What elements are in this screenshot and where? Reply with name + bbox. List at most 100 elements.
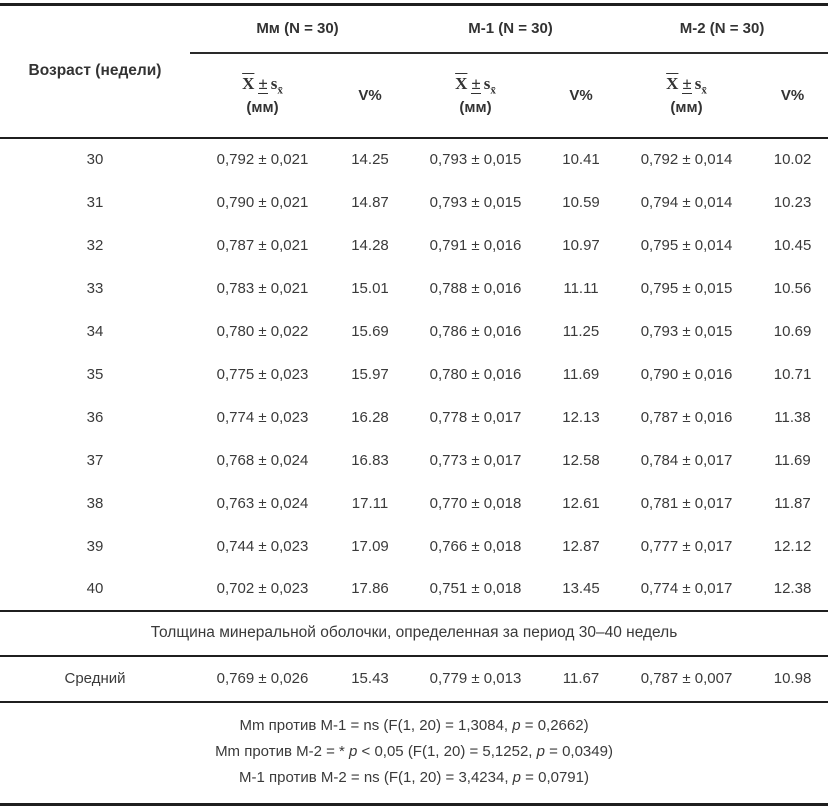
vpercent-cell-mm: 14.25 [351, 151, 389, 168]
value-cell-m2: 0,795 ± 0,015 [640, 279, 733, 297]
value-cell-m2: 0,793 ± 0,015 [640, 322, 733, 340]
value-cell-m1: 0,770 ± 0,018 [429, 494, 522, 512]
mean-row: Средний 0,769 ± 0,026 15.43 0,779 ± 0,01… [0, 655, 828, 703]
age-column-header: Возраст (недели) [0, 4, 190, 139]
sd-symbol: s [483, 73, 491, 93]
value-cell-m1: 0,786 ± 0,016 [429, 322, 522, 340]
vpercent-cell-m1: 10.59 [562, 193, 600, 211]
table-row: 31 0,790 ± 0,021 14.87 0,793 ± 0,015 10.59 0,… [0, 181, 828, 224]
sd-symbol: s [270, 73, 278, 93]
value-cell-m2: 0,774 ± 0,017 [640, 580, 733, 597]
value-cell-mm: 0,774 ± 0,023 [216, 408, 309, 426]
mean-label: Средний [0, 655, 190, 703]
section-title-row: Толщина минеральной оболочки, определенн… [0, 609, 828, 657]
table-row: 40 0,702 ± 0,023 17.86 0,751 ± 0,018 13.45 0,… [0, 568, 828, 611]
value-cell-mm: 0,702 ± 0,023 [216, 580, 309, 597]
vpercent-cell-m2: 10.02 [773, 151, 812, 168]
value-cell-m1: 0,778 ± 0,017 [429, 408, 522, 426]
mean-value-m1: 0,779 ± 0,013 [405, 655, 546, 703]
value-cell-m2: 0,784 ± 0,017 [640, 451, 733, 469]
sd-subscript: x̄ [701, 84, 707, 97]
vpercent-cell-mm: 14.28 [351, 236, 389, 254]
vpercent-cell-m2: 10.45 [773, 236, 812, 254]
stat-comparison-line: Mm против М-1 = ns (F(1, 20) = 1,3084, p… [239, 716, 589, 734]
mean-value-mm: 0,769 ± 0,026 [190, 655, 335, 703]
value-cell-mm: 0,775 ± 0,023 [216, 365, 309, 383]
value-cell-m1: 0,766 ± 0,018 [429, 537, 522, 555]
table-row: 37 0,768 ± 0,024 16.83 0,773 ± 0,017 12.58 0,… [0, 439, 828, 482]
vpercent-cell-m1: 12.87 [562, 537, 600, 555]
group-header-row: Возраст (недели) Мм (N = 30) М-1 (N = 30… [0, 4, 828, 139]
mean-vpercent-m2: 10.98 [757, 655, 828, 703]
value-subheader-mm: X ± sx̄ (мм) [190, 52, 335, 139]
vpercent-cell-m2: 10.71 [773, 365, 812, 383]
mineral-shell-thickness-table: Возраст (недели) Мм (N = 30) М-1 (N = 30… [0, 3, 828, 806]
unit-label: (мм) [670, 99, 703, 117]
age-cell: 34 [86, 322, 104, 340]
value-cell-mm: 0,780 ± 0,022 [216, 322, 309, 340]
age-cell: 31 [86, 193, 104, 211]
value-cell-m1: 0,793 ± 0,015 [429, 193, 522, 211]
vpercent-subheader-mm: V% [335, 52, 405, 139]
mean-symbol: X [242, 73, 255, 93]
mean-formula: X ± sx̄ [405, 74, 546, 96]
vpercent-cell-m2: 11.69 [774, 451, 811, 469]
mean-vpercent-mm: 15.43 [335, 655, 405, 703]
data-rows: 30 0,792 ± 0,021 14.25 0,793 ± 0,015 10.41 0,… [0, 138, 828, 611]
value-cell-m2: 0,777 ± 0,017 [640, 537, 733, 555]
summary-section: Толщина минеральной оболочки, определенн… [0, 609, 828, 805]
value-cell-m2: 0,792 ± 0,014 [640, 151, 733, 168]
vpercent-cell-m2: 11.87 [774, 494, 811, 512]
plus-minus-symbol: ± [682, 73, 692, 94]
value-subheader-m2: X ± sx̄ (мм) [616, 52, 758, 139]
vpercent-cell-m1: 12.61 [562, 494, 600, 512]
vpercent-cell-m2: 10.69 [773, 322, 812, 340]
sub-header-row: X ± sx̄ (мм) V% X ± sx̄ (мм) V% X ± sx̄ (мм) V… [0, 52, 828, 139]
vpercent-cell-mm: 15.69 [351, 322, 389, 340]
value-cell-m1: 0,788 ± 0,016 [429, 279, 522, 297]
vpercent-cell-m1: 12.58 [562, 451, 600, 469]
age-cell: 32 [86, 236, 104, 254]
value-cell-m1: 0,751 ± 0,018 [429, 580, 522, 597]
table-row: 39 0,744 ± 0,023 17.09 0,766 ± 0,018 12.87 0,… [0, 525, 828, 568]
mean-formula: X ± sx̄ [616, 74, 757, 96]
vpercent-cell-mm: 17.86 [351, 580, 389, 597]
value-cell-mm: 0,744 ± 0,023 [216, 537, 309, 555]
unit-label: (мм) [246, 99, 279, 117]
stat-comparison-line: М-1 против М-2 = ns (F(1, 20) = 3,4234, … [239, 768, 589, 786]
mean-value-m2: 0,787 ± 0,007 [616, 655, 758, 703]
value-cell-mm: 0,790 ± 0,021 [216, 193, 309, 211]
age-cell: 33 [86, 279, 104, 297]
age-cell: 40 [86, 580, 104, 597]
vpercent-cell-m2: 10.23 [773, 193, 812, 211]
table-row: 36 0,774 ± 0,023 16.28 0,778 ± 0,017 12.13 0,… [0, 396, 828, 439]
plus-minus-symbol: ± [471, 73, 481, 94]
value-cell-mm: 0,787 ± 0,021 [216, 236, 309, 254]
value-cell-m2: 0,795 ± 0,014 [640, 236, 733, 254]
age-cell: 38 [86, 494, 104, 512]
vpercent-cell-m2: 12.12 [773, 537, 812, 555]
vpercent-cell-mm: 14.87 [351, 193, 389, 211]
footer-lines: Mm против М-1 = ns (F(1, 20) = 1,3084, p… [0, 702, 828, 805]
table-row: 30 0,792 ± 0,021 14.25 0,793 ± 0,015 10.41 0,… [0, 138, 828, 181]
value-subheader-m1: X ± sx̄ (мм) [405, 52, 546, 139]
mean-symbol: X [666, 73, 679, 93]
value-cell-mm: 0,783 ± 0,021 [216, 279, 309, 297]
sd-symbol: s [694, 73, 702, 93]
vpercent-cell-m1: 13.45 [562, 580, 600, 597]
table-row: 35 0,775 ± 0,023 15.97 0,780 ± 0,016 11.69 0,… [0, 353, 828, 396]
age-cell: 36 [86, 408, 104, 426]
mean-symbol: X [455, 73, 468, 93]
unit-label: (мм) [459, 99, 492, 117]
vpercent-cell-m2: 11.38 [774, 408, 811, 426]
value-cell-m1: 0,780 ± 0,016 [429, 365, 522, 383]
plus-minus-symbol: ± [258, 73, 268, 94]
vpercent-cell-mm: 17.09 [351, 537, 389, 555]
value-cell-m1: 0,791 ± 0,016 [429, 236, 522, 254]
age-cell: 37 [86, 451, 104, 469]
age-cell: 39 [86, 537, 104, 555]
table-header: Возраст (недели) Мм (N = 30) М-1 (N = 30… [0, 4, 828, 139]
stat-comparison-line: Mm против М-2 = * p < 0,05 (F(1, 20) = 5… [215, 742, 613, 760]
vpercent-cell-m1: 10.97 [562, 236, 600, 254]
